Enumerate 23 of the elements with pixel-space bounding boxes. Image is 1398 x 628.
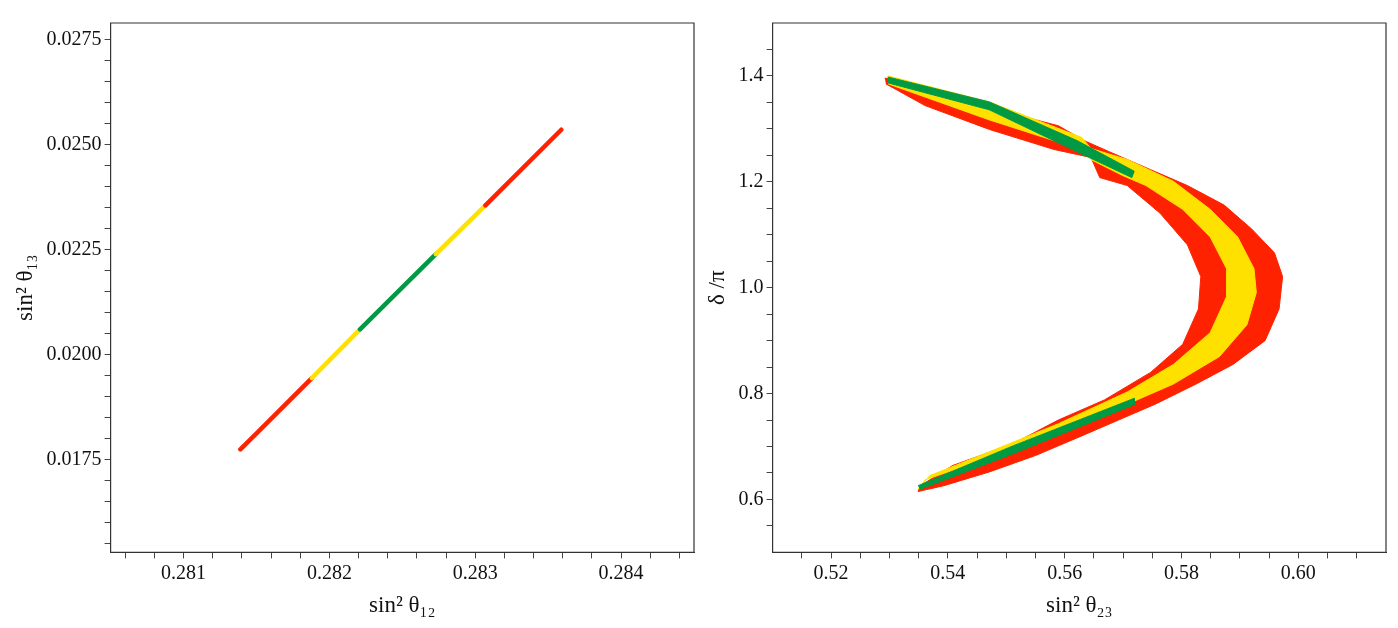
y-axis-title: δ /π — [703, 270, 729, 305]
x-tick-label: 0.283 — [452, 560, 498, 583]
y-tick-label: 0.0225 — [46, 237, 102, 260]
x-tick-label: 0.52 — [813, 560, 849, 583]
x-tick-label: 0.56 — [1047, 560, 1083, 583]
x-tick-label: 0.54 — [930, 560, 966, 583]
y-tick-label: 0.0200 — [46, 342, 102, 365]
y-tick-label: 1.0 — [738, 274, 764, 297]
x-tick-label: 0.58 — [1164, 560, 1200, 583]
y-tick-label: 1.2 — [738, 169, 764, 192]
y-tick-label: 0.0175 — [46, 447, 102, 470]
x-axis-title: sin² θ₂₃ — [1046, 592, 1113, 618]
y-tick-label: 0.8 — [738, 380, 764, 403]
y-tick-label: 0.0250 — [46, 132, 102, 155]
x-tick-label: 0.284 — [598, 560, 644, 583]
x-axis-title: sin² θ₁₂ — [369, 592, 436, 618]
x-tick-label: 0.282 — [306, 560, 352, 583]
x-tick-label: 0.60 — [1280, 560, 1316, 583]
y-tick-label: 0.6 — [738, 486, 764, 509]
y-tick-label: 0.0275 — [46, 27, 102, 50]
y-axis-title: sin² θ₁₃ — [11, 254, 37, 321]
y-tick-label: 1.4 — [738, 63, 764, 86]
x-tick-label: 0.281 — [161, 560, 207, 583]
